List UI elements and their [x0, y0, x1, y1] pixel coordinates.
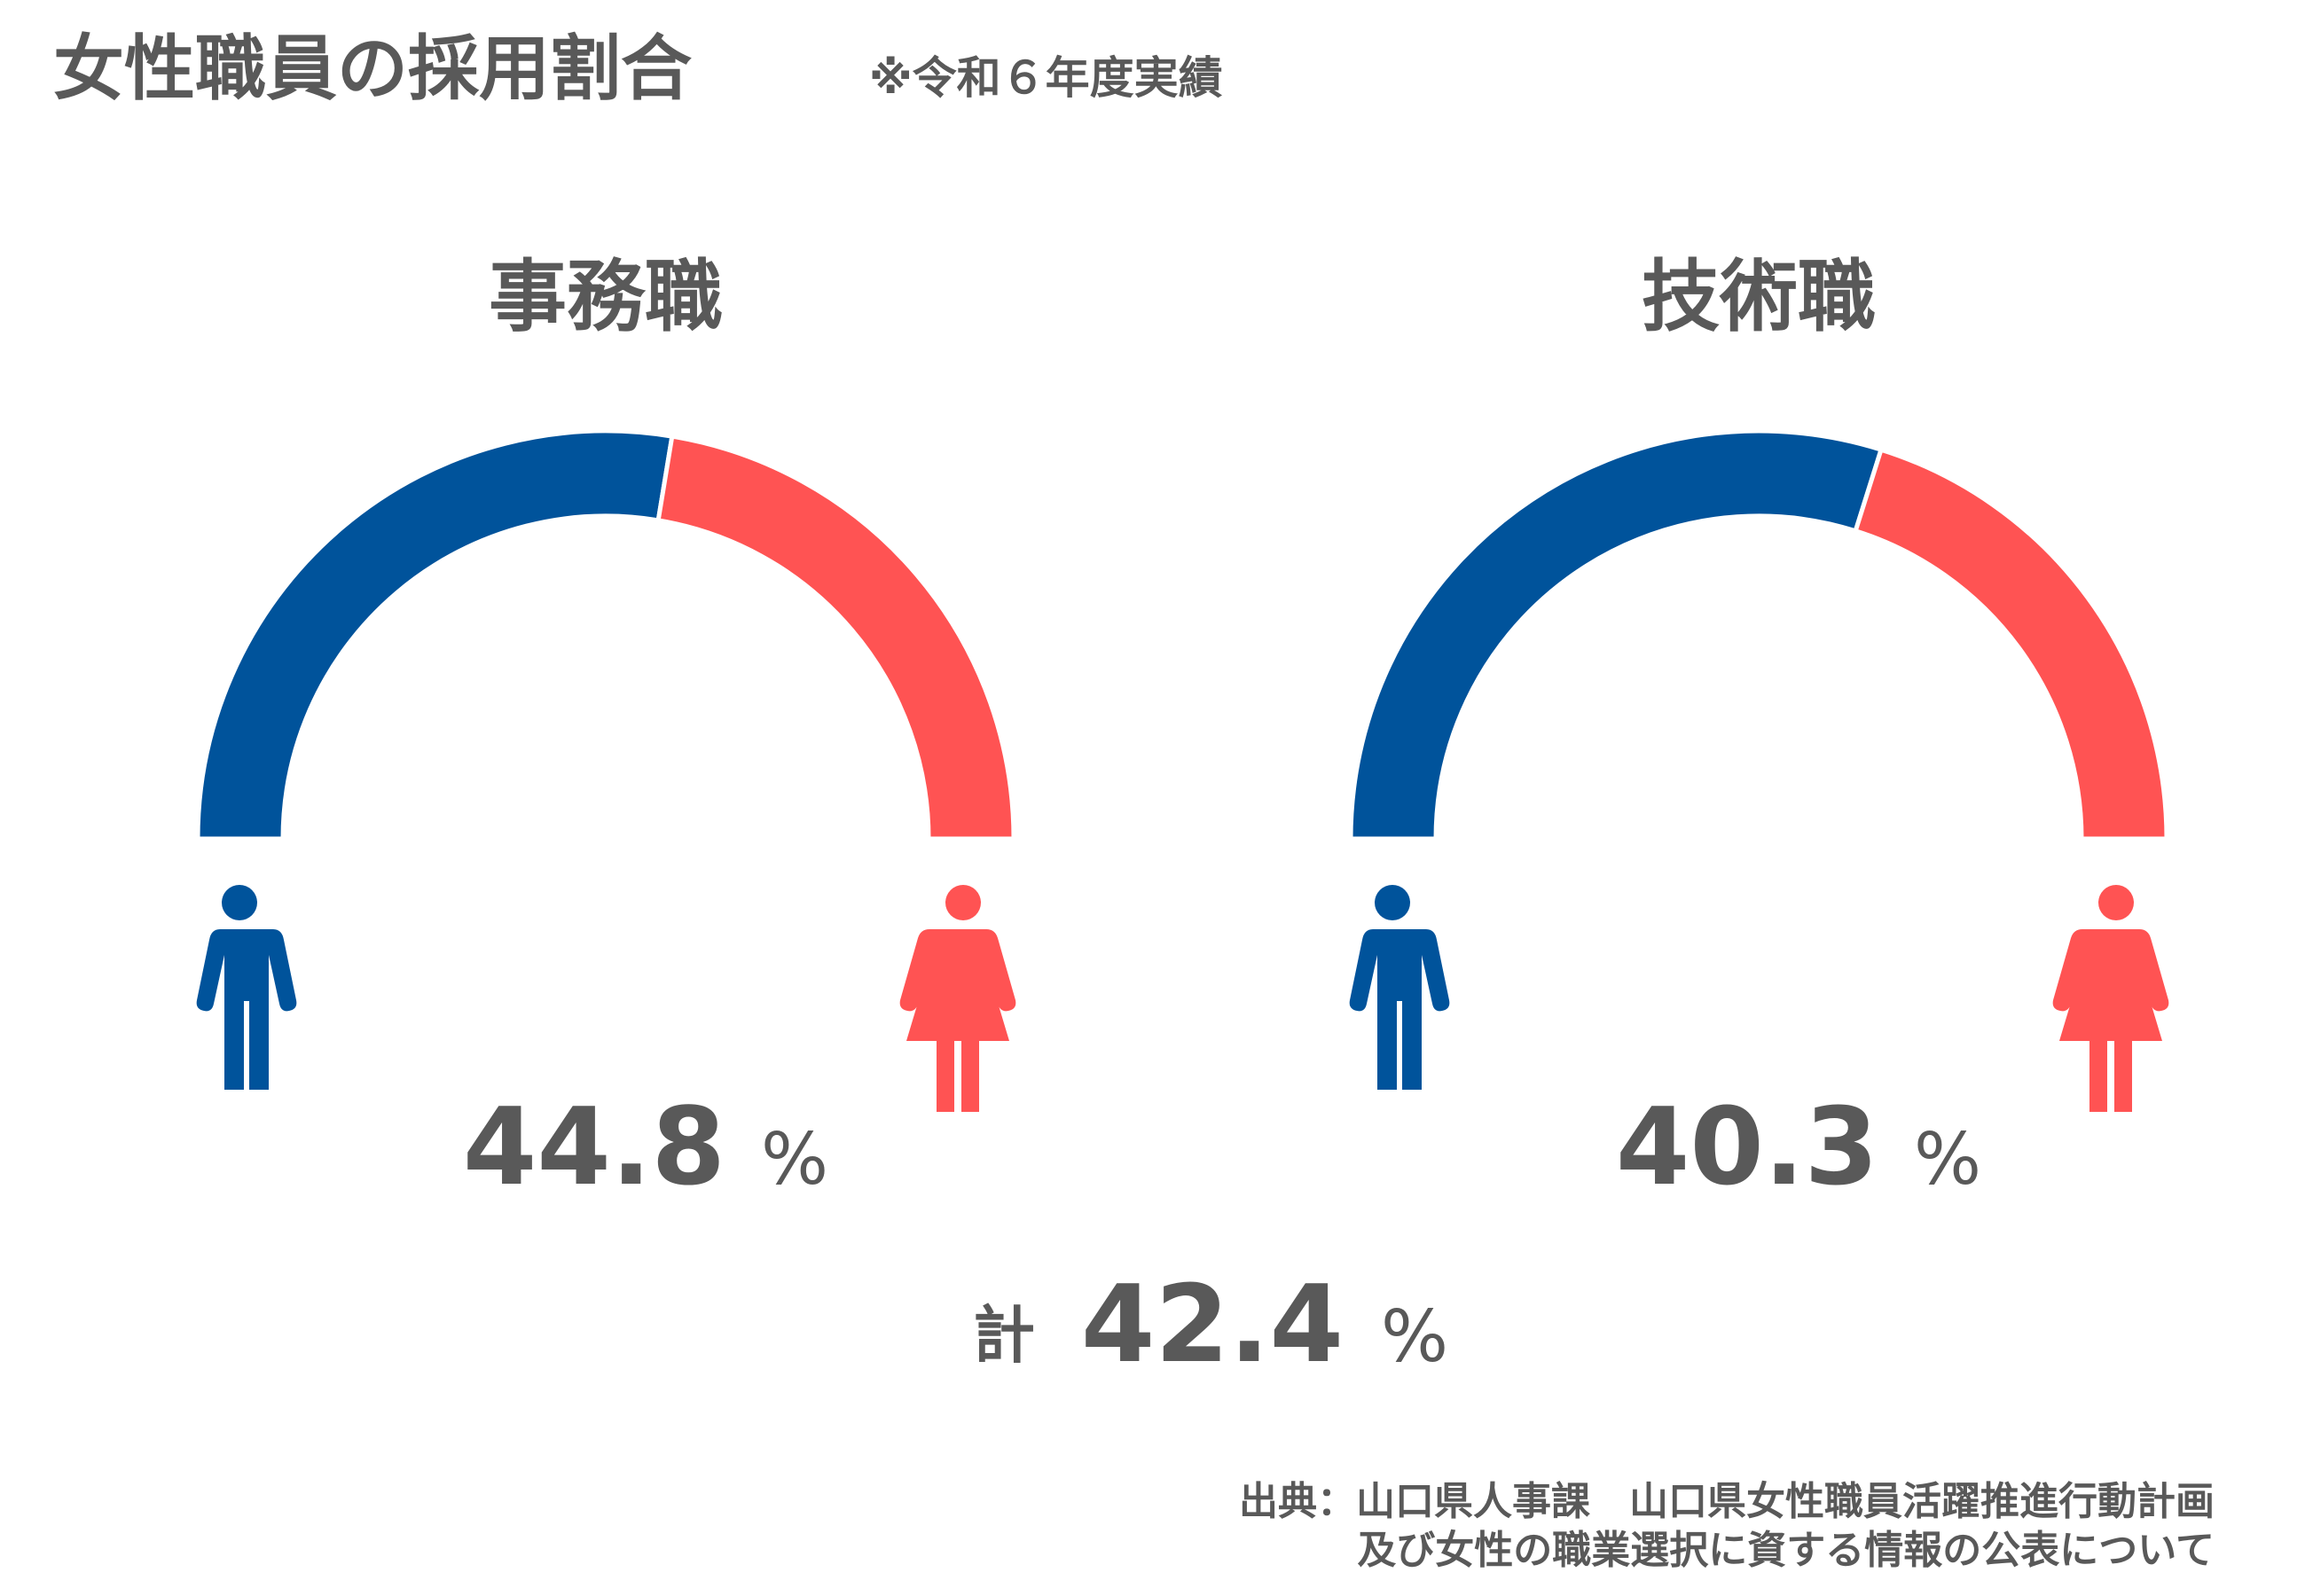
- page-note: ※令和６年度実績: [869, 52, 1223, 104]
- value-label: 44.8: [463, 1086, 725, 1209]
- gauge-segment: [655, 434, 1016, 841]
- icon-head: [2098, 885, 2134, 920]
- total-label: 計: [973, 1299, 1035, 1372]
- gauge-segment: [1348, 428, 1885, 841]
- chart-title: 技術職: [1642, 251, 1876, 342]
- value-unit: %: [1914, 1118, 1981, 1201]
- source-line: 及び女性の職業選択に資する情報の公表について: [1357, 1528, 2215, 1573]
- female-icon: [2052, 885, 2169, 1112]
- icon-body: [2052, 929, 2169, 1112]
- icon-head: [1375, 885, 1410, 920]
- male-icon: [196, 885, 297, 1090]
- gauge-segment: [195, 428, 675, 841]
- gauge-segment: [1853, 447, 2169, 841]
- male-icon: [1349, 885, 1450, 1090]
- page-title: 女性職員の採用割合: [53, 27, 692, 110]
- total-unit: %: [1381, 1295, 1448, 1378]
- chart-title: 事務職: [489, 251, 723, 342]
- value-unit: %: [761, 1118, 828, 1201]
- icon-body: [899, 929, 1016, 1112]
- icon-head: [945, 885, 981, 920]
- icon-body: [196, 929, 297, 1090]
- value-label: 40.3: [1616, 1086, 1878, 1209]
- icon-head: [222, 885, 257, 920]
- source-line: 出典：山口県人事課 山口県女性職員活躍推進行動計画: [1239, 1479, 2215, 1524]
- icon-body: [1349, 929, 1450, 1090]
- female-icon: [899, 885, 1016, 1112]
- total-value: 42.4: [1081, 1264, 1344, 1387]
